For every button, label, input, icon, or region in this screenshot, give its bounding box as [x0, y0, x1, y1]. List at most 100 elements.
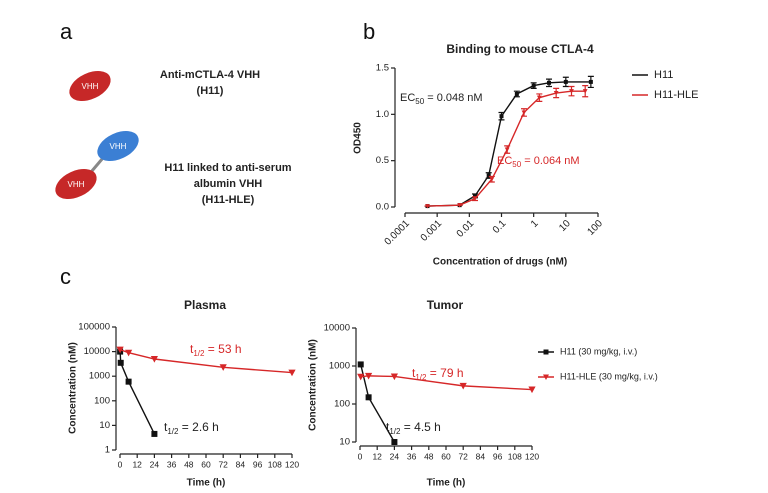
marker: [357, 361, 364, 368]
molecule-h11: VHH: [69, 70, 111, 102]
x-axis-label: Time (h): [427, 478, 466, 489]
x-tick-label: 100: [585, 218, 605, 238]
panel-label: c: [60, 264, 71, 289]
x-tick-label: 84: [476, 451, 486, 461]
molecule-text: (H11): [197, 85, 224, 97]
marker: [499, 114, 504, 119]
annotation-text: t: [164, 420, 168, 434]
marker: [543, 349, 549, 355]
marker: [547, 80, 552, 85]
annotation-text: t: [190, 342, 194, 356]
marker: [536, 95, 542, 101]
y-tick-label: 1000: [329, 361, 350, 372]
y-tick-label: 0.5: [376, 155, 389, 166]
series-line: [427, 90, 586, 207]
legend-label: H11 (30 mg/kg, i.v.): [560, 346, 637, 356]
x-tick-label: 108: [508, 451, 522, 461]
marker: [219, 364, 227, 371]
marker: [521, 110, 527, 115]
marker: [365, 394, 372, 401]
marker: [357, 373, 365, 381]
x-tick-label: 36: [407, 451, 417, 461]
marker: [117, 359, 124, 366]
domain-label: VHH: [82, 82, 99, 91]
x-tick-label: 0.1: [491, 218, 509, 236]
x-tick-label: 96: [253, 459, 263, 469]
x-tick-label: 72: [458, 451, 468, 461]
molecule-text: (H11-HLE): [202, 194, 255, 206]
marker: [531, 83, 536, 88]
x-tick-label: 24: [150, 459, 160, 469]
annotation-sub: 50: [512, 160, 521, 169]
annotation-sub: 1/2: [389, 427, 401, 436]
legend-label: H11-HLE (30 mg/kg, i.v.): [560, 371, 658, 381]
molecule-text: Anti-mCTLA-4 VHH: [160, 69, 260, 81]
chart-title: Plasma: [184, 298, 226, 312]
legend-label: H11-HLE: [654, 89, 698, 101]
y-tick-label: 0.0: [376, 202, 389, 213]
x-tick-label: 0.001: [419, 218, 445, 244]
marker: [459, 382, 467, 390]
panel-label: b: [363, 19, 375, 44]
marker: [391, 439, 398, 445]
chart-title: Tumor: [427, 298, 464, 312]
domain-label: VHH: [68, 180, 85, 189]
marker: [150, 356, 158, 363]
marker: [528, 386, 536, 394]
annotation-text: t: [386, 420, 390, 434]
series-line: [427, 81, 591, 207]
annotation-sub: 1/2: [415, 373, 427, 382]
marker: [472, 193, 477, 198]
annotation: t1/2 = 2.6 h: [164, 420, 219, 436]
x-tick-label: 120: [285, 459, 299, 469]
x-tick-label: 10: [557, 218, 573, 234]
annotation-rest: = 4.5 h: [400, 420, 440, 434]
marker: [543, 374, 549, 380]
x-axis-label: Time (h): [187, 478, 226, 489]
y-tick-label: 10000: [84, 346, 110, 357]
legend-label: H11: [654, 69, 673, 81]
y-tick-label: 1000: [89, 371, 110, 382]
panel-label: a: [60, 19, 73, 44]
marker: [486, 173, 491, 178]
marker: [425, 204, 430, 209]
x-tick-label: 0: [358, 451, 363, 461]
x-tick-label: 60: [201, 459, 211, 469]
x-tick-label: 1: [529, 218, 541, 230]
marker: [125, 349, 133, 357]
marker: [151, 430, 158, 437]
vhh-domain: [55, 168, 97, 200]
x-tick-label: 96: [493, 451, 503, 461]
marker: [563, 79, 568, 84]
molecule-text: H11 linked to anti-serum: [164, 162, 291, 174]
annotation-text: EC: [400, 92, 415, 104]
y-tick-label: 10: [99, 420, 110, 431]
x-tick-label: 48: [184, 459, 194, 469]
x-tick-label: 0: [118, 459, 123, 469]
annotation-sub: 1/2: [167, 427, 179, 436]
x-tick-label: 12: [132, 459, 142, 469]
y-tick-label: 1.0: [376, 109, 389, 120]
marker: [504, 147, 510, 152]
annotation: EC50 = 0.048 nM: [400, 92, 483, 106]
annotation-rest: = 2.6 h: [178, 420, 218, 434]
x-tick-label: 60: [441, 451, 451, 461]
y-tick-label: 100: [94, 395, 110, 406]
y-tick-label: 1: [105, 445, 110, 456]
annotation: t1/2 = 4.5 h: [386, 420, 441, 436]
vhh-domain: [69, 70, 111, 102]
annotation: EC50 = 0.064 nM: [497, 155, 580, 169]
x-axis-label: Concentration of drugs (nM): [433, 257, 567, 268]
marker: [390, 373, 398, 381]
marker: [288, 369, 296, 377]
annotation-text: EC: [497, 155, 512, 167]
y-axis-label: OD450: [353, 122, 364, 154]
marker: [582, 89, 588, 94]
x-tick-label: 0.0001: [383, 218, 413, 248]
domain-label: VHH: [110, 142, 127, 151]
annotation-rest: = 0.048 nM: [424, 92, 482, 104]
y-tick-label: 10000: [324, 323, 350, 334]
x-tick-label: 84: [236, 459, 246, 469]
y-tick-label: 100: [334, 399, 350, 410]
